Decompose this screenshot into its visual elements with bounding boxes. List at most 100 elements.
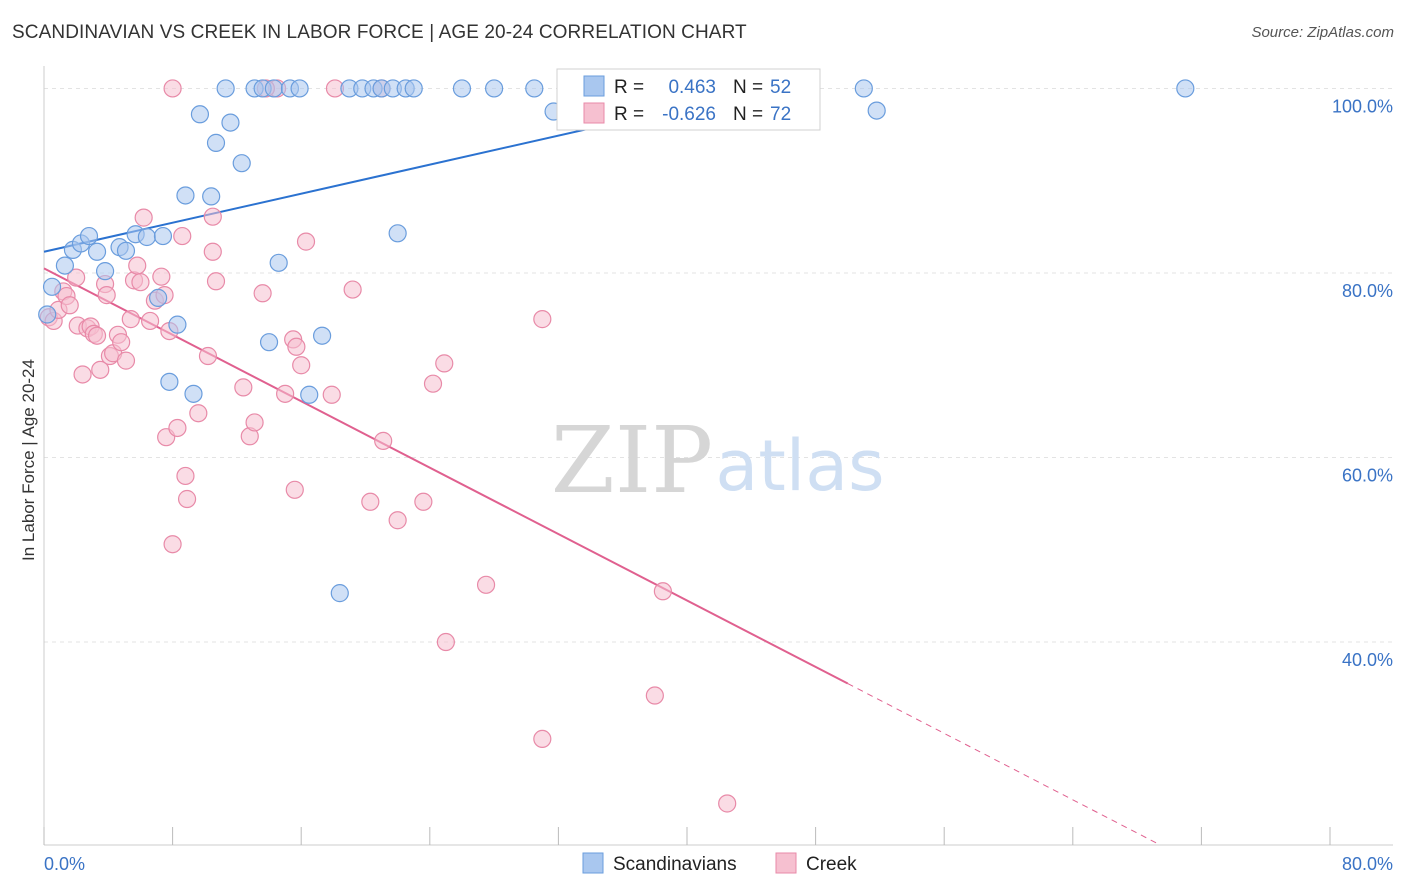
- scandinavian-point: [452, 79, 472, 98]
- scandinavian-point: [55, 256, 74, 275]
- creek-trend-line: [43, 267, 849, 685]
- stats-n-value-1: 52: [770, 77, 791, 98]
- scandinavian-point: [854, 79, 873, 98]
- scandinavian-point: [190, 105, 210, 124]
- creek-point: [296, 232, 316, 251]
- scandinavian-point: [95, 262, 115, 281]
- scandinavian-point: [221, 113, 240, 132]
- creek-point: [533, 310, 552, 329]
- scandinavian-point: [404, 79, 423, 98]
- legend-swatch-scandinavians: [582, 852, 604, 874]
- stats-r-value-1: 0.463: [668, 77, 716, 98]
- creek-point: [112, 333, 131, 352]
- scandinavian-point: [269, 253, 288, 272]
- source-credit: Source: ZipAtlas.com: [1251, 24, 1394, 41]
- scandinavian-point: [216, 79, 235, 98]
- scandinavian-points: [38, 79, 1195, 603]
- stats-r-label-1: R =: [614, 77, 644, 98]
- creek-trend-extension: [847, 683, 1161, 846]
- scandinavian-point: [38, 305, 57, 324]
- creek-point: [177, 489, 197, 509]
- scandinavian-point: [87, 242, 107, 261]
- creek-point: [198, 346, 218, 366]
- y-tick-label: 80.0%: [1342, 281, 1393, 301]
- creek-point: [476, 575, 496, 594]
- creek-point: [168, 418, 187, 438]
- creek-point: [87, 326, 107, 345]
- creek-point: [97, 286, 116, 305]
- creek-point: [60, 296, 79, 315]
- scandinavian-point: [184, 384, 203, 403]
- scandinavian-point: [867, 101, 886, 120]
- chart-title: SCANDINAVIAN VS CREEK IN LABOR FORCE | A…: [12, 22, 747, 43]
- creek-point: [322, 385, 341, 404]
- stats-n-value-2: 72: [770, 104, 791, 125]
- creek-point: [152, 267, 171, 286]
- creek-point: [140, 311, 160, 331]
- creek-point: [388, 511, 407, 530]
- creek-point: [234, 378, 253, 397]
- y-tick-labels: 40.0% 60.0% 80.0% 100.0%: [1332, 96, 1393, 670]
- creek-point: [276, 384, 295, 403]
- y-tick-label: 40.0%: [1342, 650, 1393, 670]
- scandinavian-point: [116, 241, 136, 260]
- scandinavian-point: [176, 186, 195, 205]
- creek-point: [435, 354, 454, 373]
- creek-point: [292, 356, 311, 375]
- watermark-atlas: atlas: [715, 425, 884, 507]
- y-axis-label: In Labor Force | Age 20-24: [19, 359, 38, 561]
- scandinavian-point: [300, 385, 319, 404]
- y-tick-label: 100.0%: [1332, 96, 1393, 116]
- creek-point: [436, 632, 455, 652]
- creek-point: [718, 794, 737, 813]
- axes: [43, 66, 1393, 846]
- scandinavian-point: [485, 79, 504, 98]
- creek-point: [67, 268, 86, 287]
- stats-r-label-2: R =: [614, 104, 644, 125]
- scandinavian-point: [525, 79, 544, 98]
- creek-point: [131, 273, 150, 292]
- scandinavian-point: [388, 224, 407, 243]
- scandinavian-point: [312, 326, 332, 345]
- creek-point: [203, 207, 222, 226]
- creek-point: [414, 492, 433, 511]
- creek-point: [287, 337, 306, 356]
- stats-n-label-1: N =: [733, 77, 763, 98]
- scandinavian-point: [1176, 79, 1195, 98]
- scandinavian-point: [168, 315, 187, 334]
- creek-point: [206, 272, 226, 291]
- scandinavian-point: [137, 227, 156, 247]
- scandinavian-point: [330, 584, 349, 603]
- creek-point: [653, 582, 672, 601]
- creek-point: [121, 310, 140, 329]
- scandinavian-point: [42, 277, 62, 296]
- x-tick-min: 0.0%: [44, 854, 85, 874]
- scandinavian-point: [264, 79, 283, 98]
- stats-r-value-2: -0.626: [662, 104, 716, 125]
- creek-point: [361, 492, 380, 511]
- scandinavian-point: [259, 333, 279, 352]
- creek-point: [116, 351, 136, 370]
- creek-point: [253, 284, 272, 303]
- x-tick-max: 80.0%: [1342, 854, 1393, 874]
- y-tick-label: 60.0%: [1342, 466, 1393, 486]
- gridlines: [44, 87, 1393, 643]
- creek-point: [176, 466, 195, 486]
- scandinavian-point: [153, 226, 173, 246]
- scandinavian-point: [202, 187, 221, 206]
- watermark-zip: ZIP: [551, 407, 713, 514]
- legend-label-creek: Creek: [806, 854, 857, 875]
- creek-point: [203, 242, 222, 261]
- creek-point: [374, 431, 393, 450]
- creek-point: [645, 686, 664, 705]
- creek-point: [343, 280, 362, 299]
- stats-n-label-2: N =: [733, 104, 763, 125]
- watermark: ZIP atlas: [551, 407, 885, 514]
- creek-point: [128, 256, 147, 275]
- creek-point: [245, 413, 264, 432]
- scandinavian-point: [160, 372, 179, 391]
- scandinavian-point: [206, 133, 226, 152]
- stats-swatch-pink: [583, 102, 605, 124]
- legend: Scandinavians Creek: [582, 852, 857, 875]
